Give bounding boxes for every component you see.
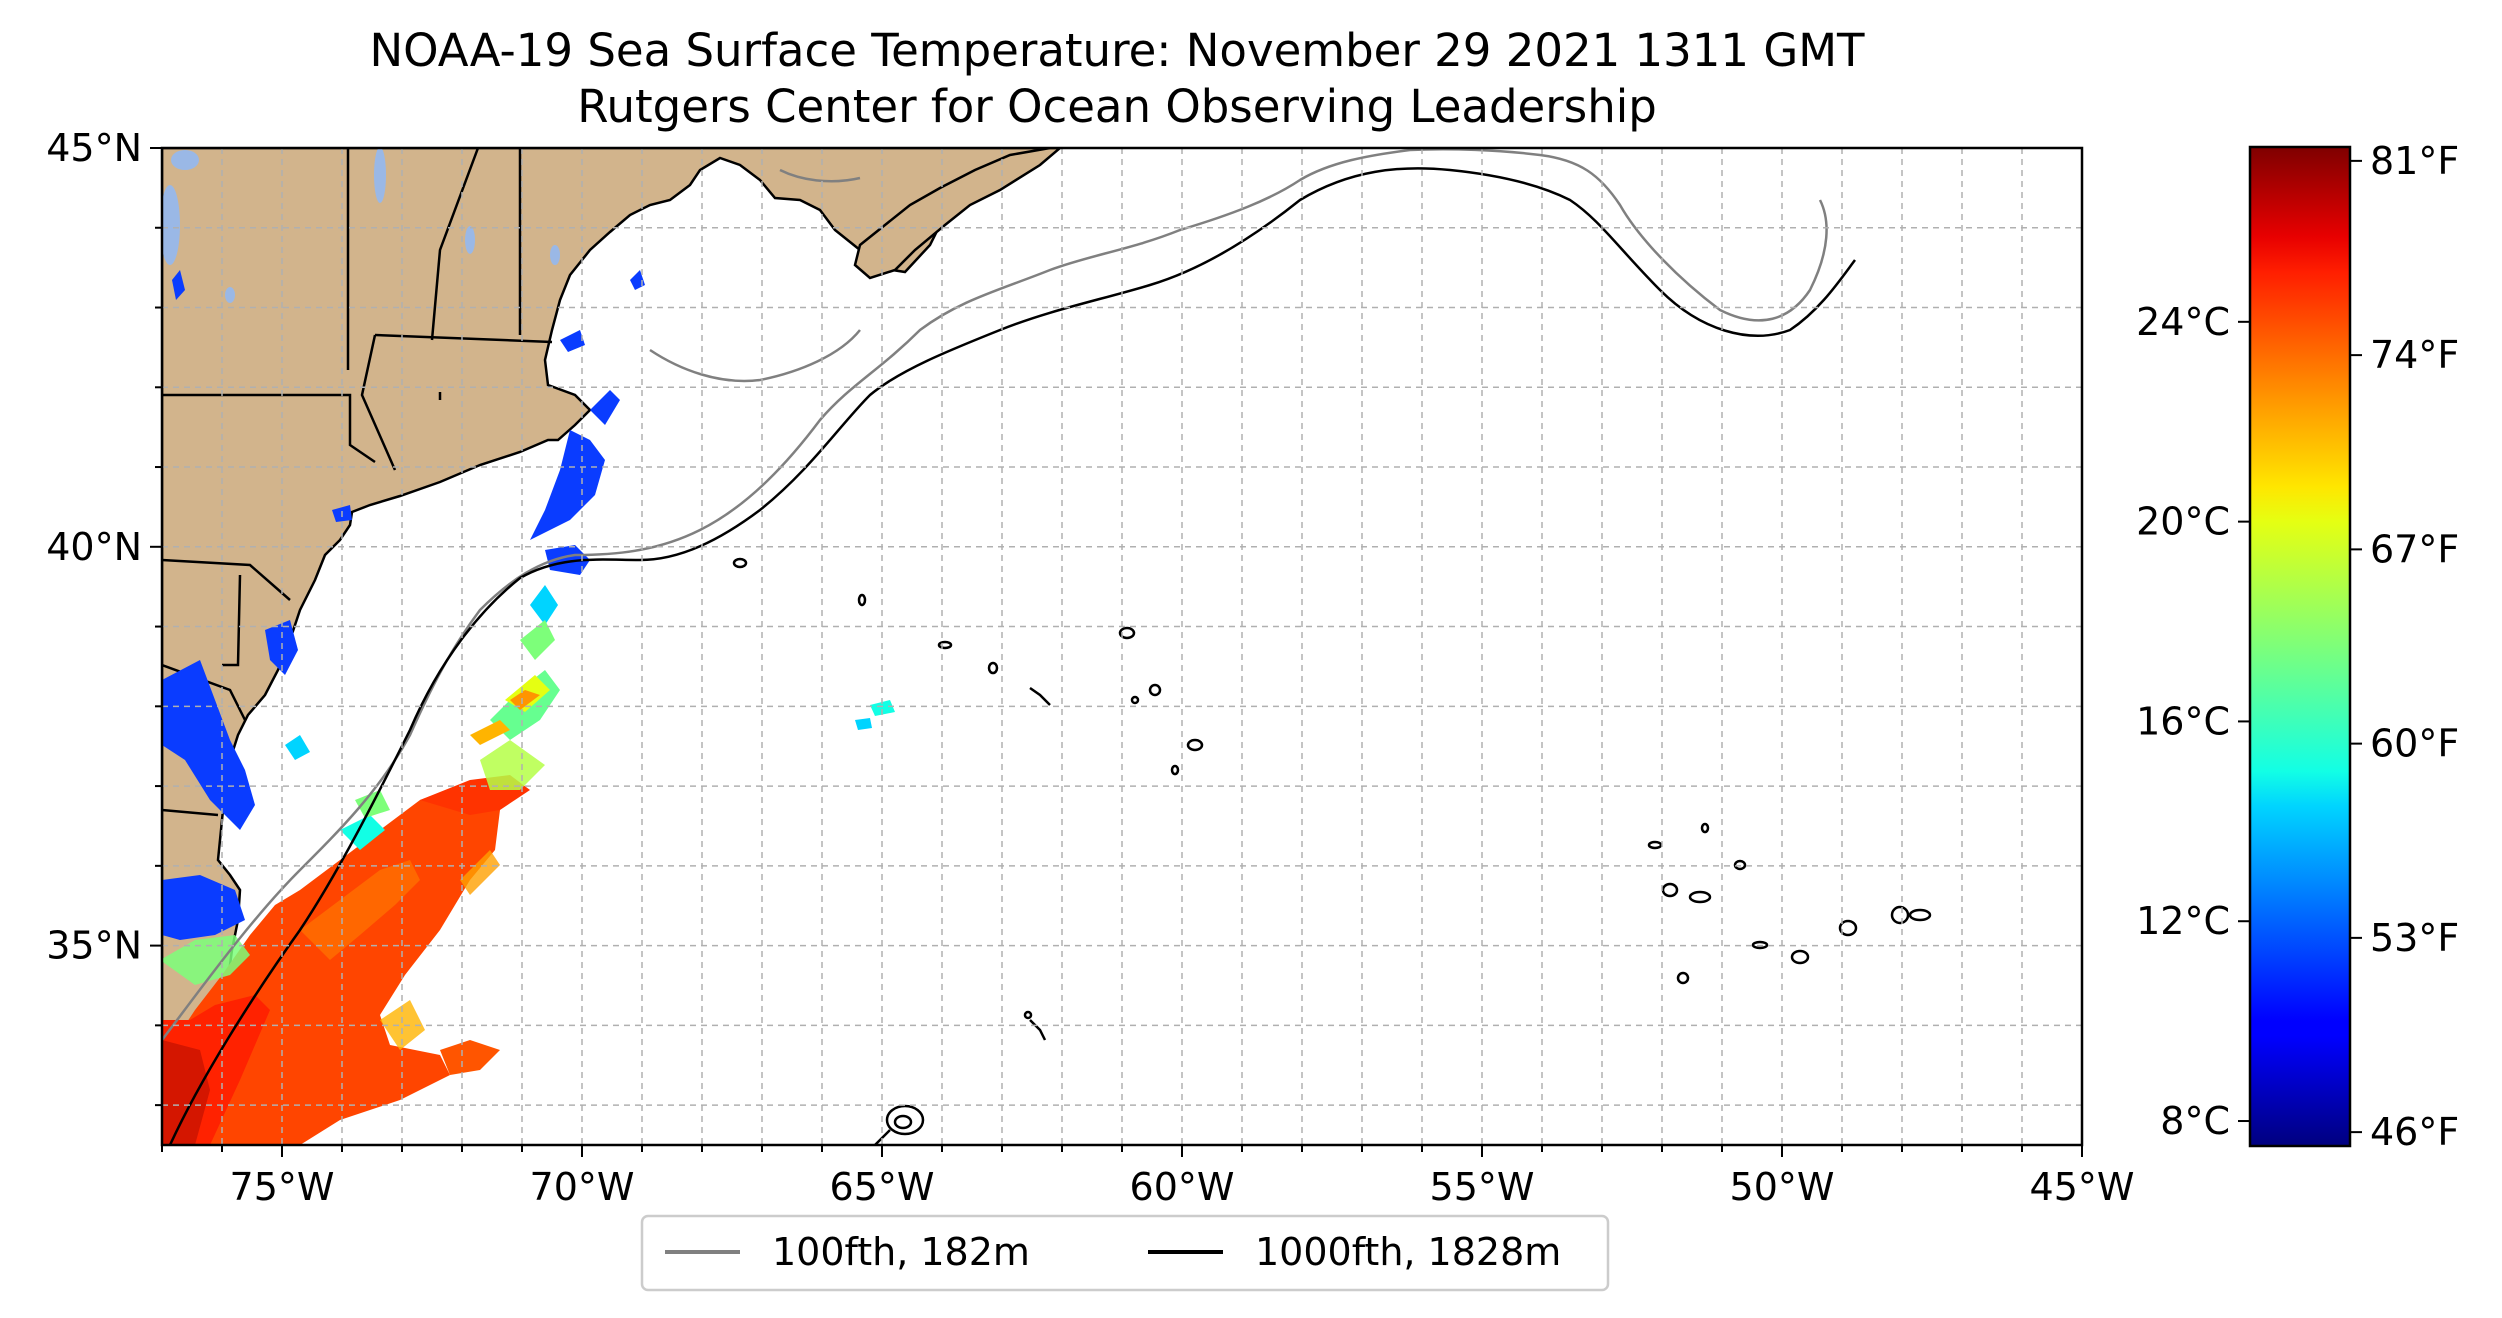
colorbar-label-c: 20°C [2136,500,2230,544]
y-tick-label: 40°N [46,525,142,569]
colorbar-label-c: 24°C [2136,300,2230,344]
lakes [162,148,560,303]
colorbar-label-f: 53°F [2370,916,2459,960]
land-nova-scotia [853,148,1062,280]
colorbar-label-c: 8°C [2160,1099,2230,1143]
colorbar-label-c: 16°C [2136,699,2230,743]
legend-box [640,1214,1610,1292]
map-panel [162,148,2082,1145]
sst-swath-cold-shelf [162,270,645,940]
y-tick-label: 35°N [46,924,142,968]
x-tick-label: 55°W [1430,1165,1535,1209]
gridlines [162,148,2082,1145]
state-borders [162,148,553,907]
colorbar-label-f: 67°F [2370,527,2459,571]
contour-1000fth [168,167,1857,1145]
axis-ticks: 75°W 70°W 65°W 60°W 55°W 50°W 45°W 45°N 40°N 35°N [46,126,2134,1209]
legend-label-1000fth: 1000fth, 1828m [1255,1230,1561,1274]
legend: 100fth, 182m 1000fth, 1828m [640,1214,1610,1292]
x-tick-label: 60°W [1130,1165,1235,1209]
x-tick-label: 45°W [2030,1165,2135,1209]
colorbar-label-f: 46°F [2370,1110,2459,1154]
x-tick-label: 75°W [230,1165,335,1209]
colorbar-label-f: 74°F [2370,333,2459,377]
colorbar-label-f: 60°F [2370,722,2459,766]
x-tick-label: 65°W [830,1165,935,1209]
contour-100fth [162,148,1828,1041]
colorbar: 8°C 12°C 16°C 20°C 24°C 46°F 53°F 60°F 67°F 74°F 8… [2136,139,2459,1154]
colorbar-label-c: 12°C [2136,899,2230,943]
colorbar-ticks: 8°C 12°C 16°C 20°C 24°C 46°F 53°F 60°F 67°F 74°F 8… [2136,139,2459,1154]
y-tick-label: 45°N [46,126,142,170]
chart-title-line2: Rutgers Center for Ocean Observing Leade… [577,80,1657,133]
colorbar-gradient [2248,145,2352,1148]
x-tick-label: 50°W [1730,1165,1835,1209]
sst-swath-gulfstream-edge [162,585,895,985]
colorbar-label-f: 81°F [2370,139,2459,183]
seamounts [732,557,1932,1145]
land-north-america [162,148,1053,1145]
chart-title-line1: NOAA-19 Sea Surface Temperature: Novembe… [369,24,1865,77]
legend-label-100fth: 100fth, 182m [772,1230,1030,1274]
x-tick-label: 70°W [530,1165,635,1209]
